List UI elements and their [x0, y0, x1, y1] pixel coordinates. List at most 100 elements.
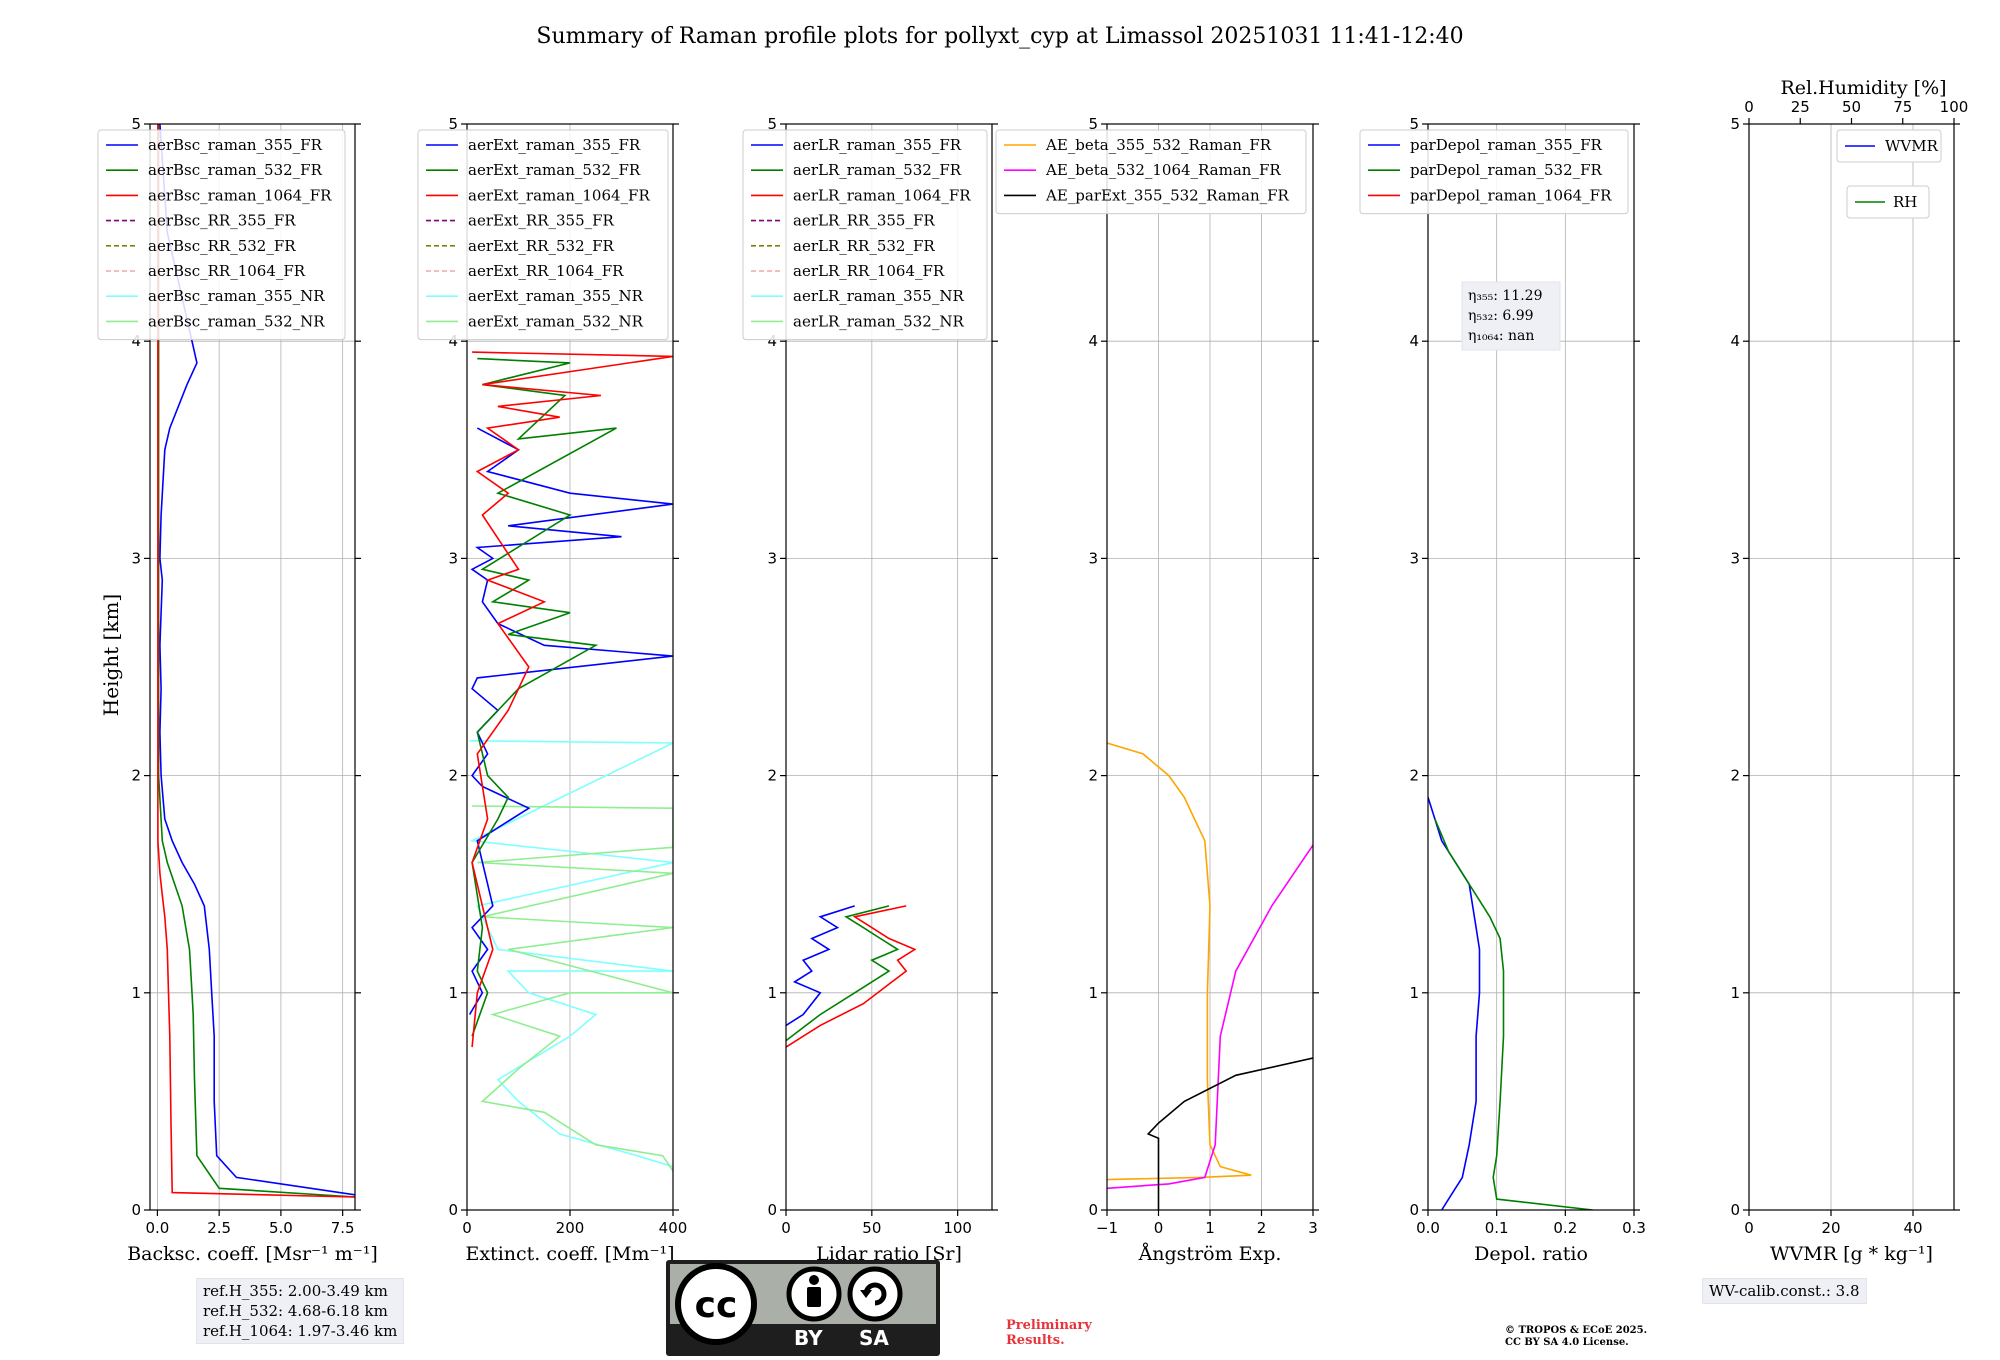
- legend-box: [1359, 129, 1629, 215]
- series-line-aerBsc_raman_355_FR: [159, 124, 355, 1196]
- legend-label: WVMR: [1885, 137, 1939, 155]
- legend-label: aerBsc_raman_355_NR: [148, 287, 325, 305]
- legend-label: aerLR_raman_355_NR: [793, 287, 964, 305]
- series-line-aerExt_raman_355_FR: [468, 427, 673, 1015]
- series-line-AE_beta_355_532_Raman_FR: [1107, 742, 1252, 1181]
- series-line-aerExt_raman_355_NR: [469, 740, 673, 1168]
- axes-frame: [1427, 123, 1635, 1211]
- top-x-axis-label: Rel.Humidity [%]: [1780, 77, 1946, 99]
- x-axis-label: Depol. ratio: [1474, 1243, 1588, 1265]
- x-tick-label: 2.5: [207, 1219, 231, 1237]
- x-axis-label: WVMR [g * kg⁻¹]: [1770, 1243, 1933, 1265]
- legend-label: AE_beta_532_1064_Raman_FR: [1045, 161, 1281, 179]
- x-axis-label: Ångström Exp.: [1138, 1243, 1282, 1265]
- panel-lidar_ratio: 0 50 100 0 1 2 3 4 5 Lidar ratio [Sr] aerLR_raman_…: [742, 115, 998, 1265]
- x-tick-label: 1: [1205, 1219, 1215, 1237]
- eta-box: [1461, 281, 1561, 351]
- y-tick-label: 0: [448, 1201, 458, 1219]
- x-tick-label: 0.3: [1622, 1219, 1646, 1237]
- y-tick-label: 4: [1730, 332, 1740, 350]
- y-tick-label: 1: [448, 984, 458, 1002]
- series-group: [1107, 742, 1313, 1210]
- legend: aerBsc_raman_355_FR aerBsc_raman_532_FRae…: [97, 129, 346, 341]
- wv-calib-box: WV-calib.const.: 3.8: [1702, 1278, 1867, 1304]
- y-tick-label: 2: [131, 767, 141, 785]
- y-tick-label: 5: [131, 115, 141, 133]
- y-tick-label: 2: [767, 767, 777, 785]
- x-tick-label: 0: [1154, 1219, 1164, 1237]
- legend-label: aerExt_raman_355_FR: [468, 136, 641, 154]
- legend-label: AE_beta_355_532_Raman_FR: [1045, 136, 1272, 154]
- sa-icon: [847, 1266, 903, 1322]
- eta-line: η₁₀₆₄: nan: [1468, 328, 1534, 344]
- y-axis-label: Height [km]: [99, 594, 123, 716]
- figure-title: Summary of Raman profile plots for polly…: [536, 24, 1463, 49]
- y-tick-label: 4: [448, 332, 458, 350]
- y-tick-label: 0: [767, 1201, 777, 1219]
- legend-label: aerBsc_raman_1064_FR: [148, 186, 332, 204]
- legend-label: aerBsc_RR_1064_FR: [148, 262, 306, 280]
- x-tick-label: 0: [781, 1219, 791, 1237]
- x-tick-label: 3: [1308, 1219, 1318, 1237]
- legend-label: aerBsc_raman_532_FR: [148, 161, 323, 179]
- x-tick-label: 2: [1257, 1219, 1267, 1237]
- y-tick-label: 2: [1088, 767, 1098, 785]
- axes-frame: [1748, 123, 1955, 1211]
- y-tick-label: 1: [1088, 984, 1098, 1002]
- x-tick-label: 100: [943, 1219, 972, 1237]
- legend: aerExt_raman_355_FR aerExt_raman_532_FRae…: [417, 129, 669, 341]
- y-tick-label: 0: [131, 1201, 141, 1219]
- by-label: BY: [794, 1326, 823, 1350]
- legend-label: aerExt_raman_532_NR: [468, 312, 644, 330]
- x-tick-label: 0.0: [145, 1219, 169, 1237]
- legend-label: aerExt_raman_532_FR: [468, 161, 641, 179]
- cc-license-badge: cc BY SA: [666, 1260, 940, 1356]
- sa-label: SA: [859, 1326, 889, 1350]
- eta-line: η₃₅₅: 11.29: [1468, 288, 1542, 304]
- y-tick-label: 4: [1088, 332, 1098, 350]
- y-tick-label: 5: [1409, 115, 1419, 133]
- y-tick-label: 3: [767, 549, 777, 567]
- panel-depolarization: 0.0 0.1 0.2 0.3 0 1 2 3 4 5 Depol. ratio parDepol_r…: [1359, 115, 1646, 1265]
- ref-height-355: ref.H_355: 2.00-3.49 km: [203, 1282, 388, 1300]
- series-line-aerExt_raman_1064_FR: [471, 351, 673, 1048]
- legend-label: aerExt_RR_355_FR: [468, 212, 615, 230]
- y-tick-label: 5: [1088, 115, 1098, 133]
- y-tick-label: 5: [448, 115, 458, 133]
- x-tick-label: 0.0: [1416, 1219, 1440, 1237]
- legend: WVMR RH: [1836, 129, 1942, 219]
- legend-box-2: [1846, 185, 1930, 219]
- legend-box: [1836, 129, 1942, 163]
- y-tick-label: 0: [1088, 1201, 1098, 1219]
- legend-label: aerBsc_raman_355_FR: [148, 136, 323, 154]
- reference-heights-box: ref.H_355: 2.00-3.49 km ref.H_532: 4.68-…: [196, 1278, 405, 1344]
- legend-label: parDepol_raman_1064_FR: [1410, 186, 1612, 204]
- y-tick-label: 3: [448, 549, 458, 567]
- y-tick-label: 0: [1409, 1201, 1419, 1219]
- legend-box: [97, 129, 346, 341]
- series-line-AE_parExt_355_532_Raman_FR: [1146, 1057, 1313, 1210]
- y-tick-label: 4: [131, 332, 141, 350]
- legend-label: aerLR_raman_532_NR: [793, 312, 964, 330]
- eta-line: η₅₃₂: 6.99: [1468, 308, 1534, 324]
- top-x-tick-label: 0: [1744, 98, 1754, 116]
- series-line-aerExt_raman_532_NR: [472, 805, 673, 1172]
- y-tick-label: 1: [767, 984, 777, 1002]
- top-x-tick-label: 100: [1940, 98, 1969, 116]
- ref-height-532: ref.H_532: 4.68-6.18 km: [203, 1302, 388, 1320]
- x-tick-label: 0.2: [1553, 1219, 1577, 1237]
- y-tick-label: 2: [1409, 767, 1419, 785]
- series-group: [157, 124, 355, 1198]
- ref-height-1064: ref.H_1064: 1.97-3.46 km: [203, 1322, 398, 1340]
- x-axis-label: Lidar ratio [Sr]: [816, 1243, 962, 1265]
- x-tick-label: −1: [1096, 1219, 1118, 1237]
- panel-backscatter: 0.0 2.5 5.0 7.5 0 1 2 3 4 5 Backsc. coeff. [Msr⁻¹ …: [97, 115, 378, 1265]
- y-tick-label: 2: [1730, 767, 1740, 785]
- legend-label: AE_parExt_355_532_Raman_FR: [1045, 186, 1290, 204]
- x-tick-label: 0.1: [1485, 1219, 1509, 1237]
- y-tick-label: 5: [767, 115, 777, 133]
- legend-label: aerLR_raman_355_FR: [793, 136, 962, 154]
- legend-label: aerExt_RR_532_FR: [468, 237, 615, 255]
